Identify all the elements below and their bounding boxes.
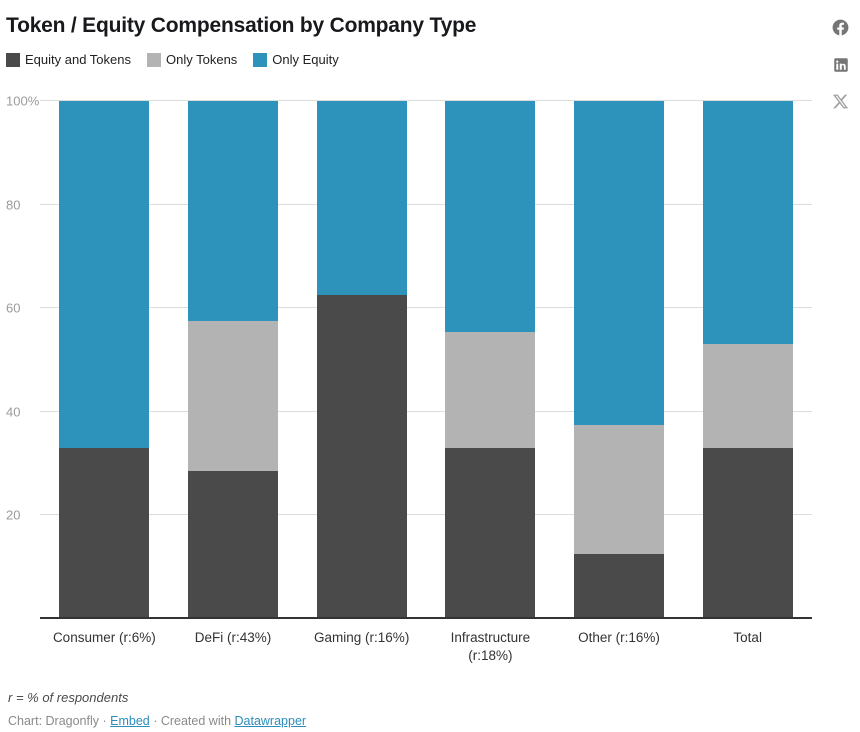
bar-column-1 [169,101,298,619]
x-axis-labels: Consumer (r:6%) DeFi (r:43%) Gaming (r:16%… [40,629,812,664]
bar-column-5 [683,101,812,619]
legend-swatch [147,52,161,67]
bar-segment [445,101,536,332]
x-axis-category-label: Gaming (r:16%) [314,630,410,645]
legend-item-0: Equity and Tokens [6,52,131,67]
bar-column-2 [297,101,426,619]
x-axis-category-label: Infrastructure (r:18%) [450,630,531,663]
bar-segment [574,424,665,555]
bar-column-0 [40,101,169,619]
facebook-share-icon[interactable] [831,18,850,37]
datawrapper-link[interactable]: Datawrapper [234,714,307,729]
bar-segment [59,448,150,619]
bar-segment [445,448,536,619]
legend-label: Only Equity [272,52,339,67]
bars-layer [40,101,812,619]
gridline-20 [40,514,812,516]
bar-segment [316,101,407,296]
x-axis-category-label: Other (r:16%) [578,630,660,645]
stacked-bar-5 [702,101,793,619]
bar-segment [316,295,407,619]
y-axis-tick-label: 100% [6,93,40,109]
stacked-bar-0 [59,101,150,619]
gridline-100 [40,100,812,101]
bar-segment [574,554,665,619]
stacked-bar-3 [445,101,536,619]
attribution-source: Chart: Dragonfly · [8,714,111,729]
linkedin-share-icon[interactable] [832,56,850,74]
bar-column-4 [555,101,684,619]
y-axis-tick-label: 40 [6,404,21,420]
y-axis-tick-label: 20 [6,507,21,523]
bar-segment [188,471,278,619]
embed-link[interactable]: Embed [110,714,150,729]
bar-segment [188,101,278,322]
legend-item-1: Only Tokens [147,52,237,67]
x-twitter-share-icon[interactable] [832,93,849,110]
legend-swatch [6,52,20,67]
legend-label: Only Tokens [166,52,238,67]
legend-item-2: Only Equity [253,52,339,67]
gridline-80 [40,203,812,205]
bar-segment [702,448,793,619]
gridline-40 [40,410,812,412]
legend-label: Equity and Tokens [25,52,131,67]
bar-segment [702,101,793,345]
bar-segment [702,344,793,449]
legend: Equity and Tokens Only Tokens Only Equity [6,52,812,67]
footnote: r = % of respondents [8,690,129,706]
bar-segment [59,101,150,449]
stacked-bar-chart: 20 40 60 80 100% [6,95,812,619]
stacked-bar-2 [316,101,407,619]
x-axis-category-label: DeFi (r:43%) [194,630,272,645]
attribution-line: Chart: Dragonfly · Embed · Created with … [8,714,812,728]
legend-swatch [253,52,268,67]
bar-column-3 [426,101,555,619]
stacked-bar-1 [188,101,278,619]
social-share-buttons [831,18,850,110]
attribution-created-with: · Created with [149,714,235,729]
y-axis-tick-label: 60 [6,300,21,316]
x-axis-category-label: Total [733,630,762,645]
bar-segment [188,321,278,472]
page-title: Token / Equity Compensation by Company T… [6,14,477,37]
x-axis-category-label: Consumer (r:6%) [52,630,156,645]
stacked-bar-4 [574,101,665,619]
bar-segment [574,101,665,425]
x-axis-baseline [40,617,812,619]
y-axis-tick-label: 80 [6,197,21,213]
gridline-60 [40,307,812,309]
bar-segment [445,331,536,449]
